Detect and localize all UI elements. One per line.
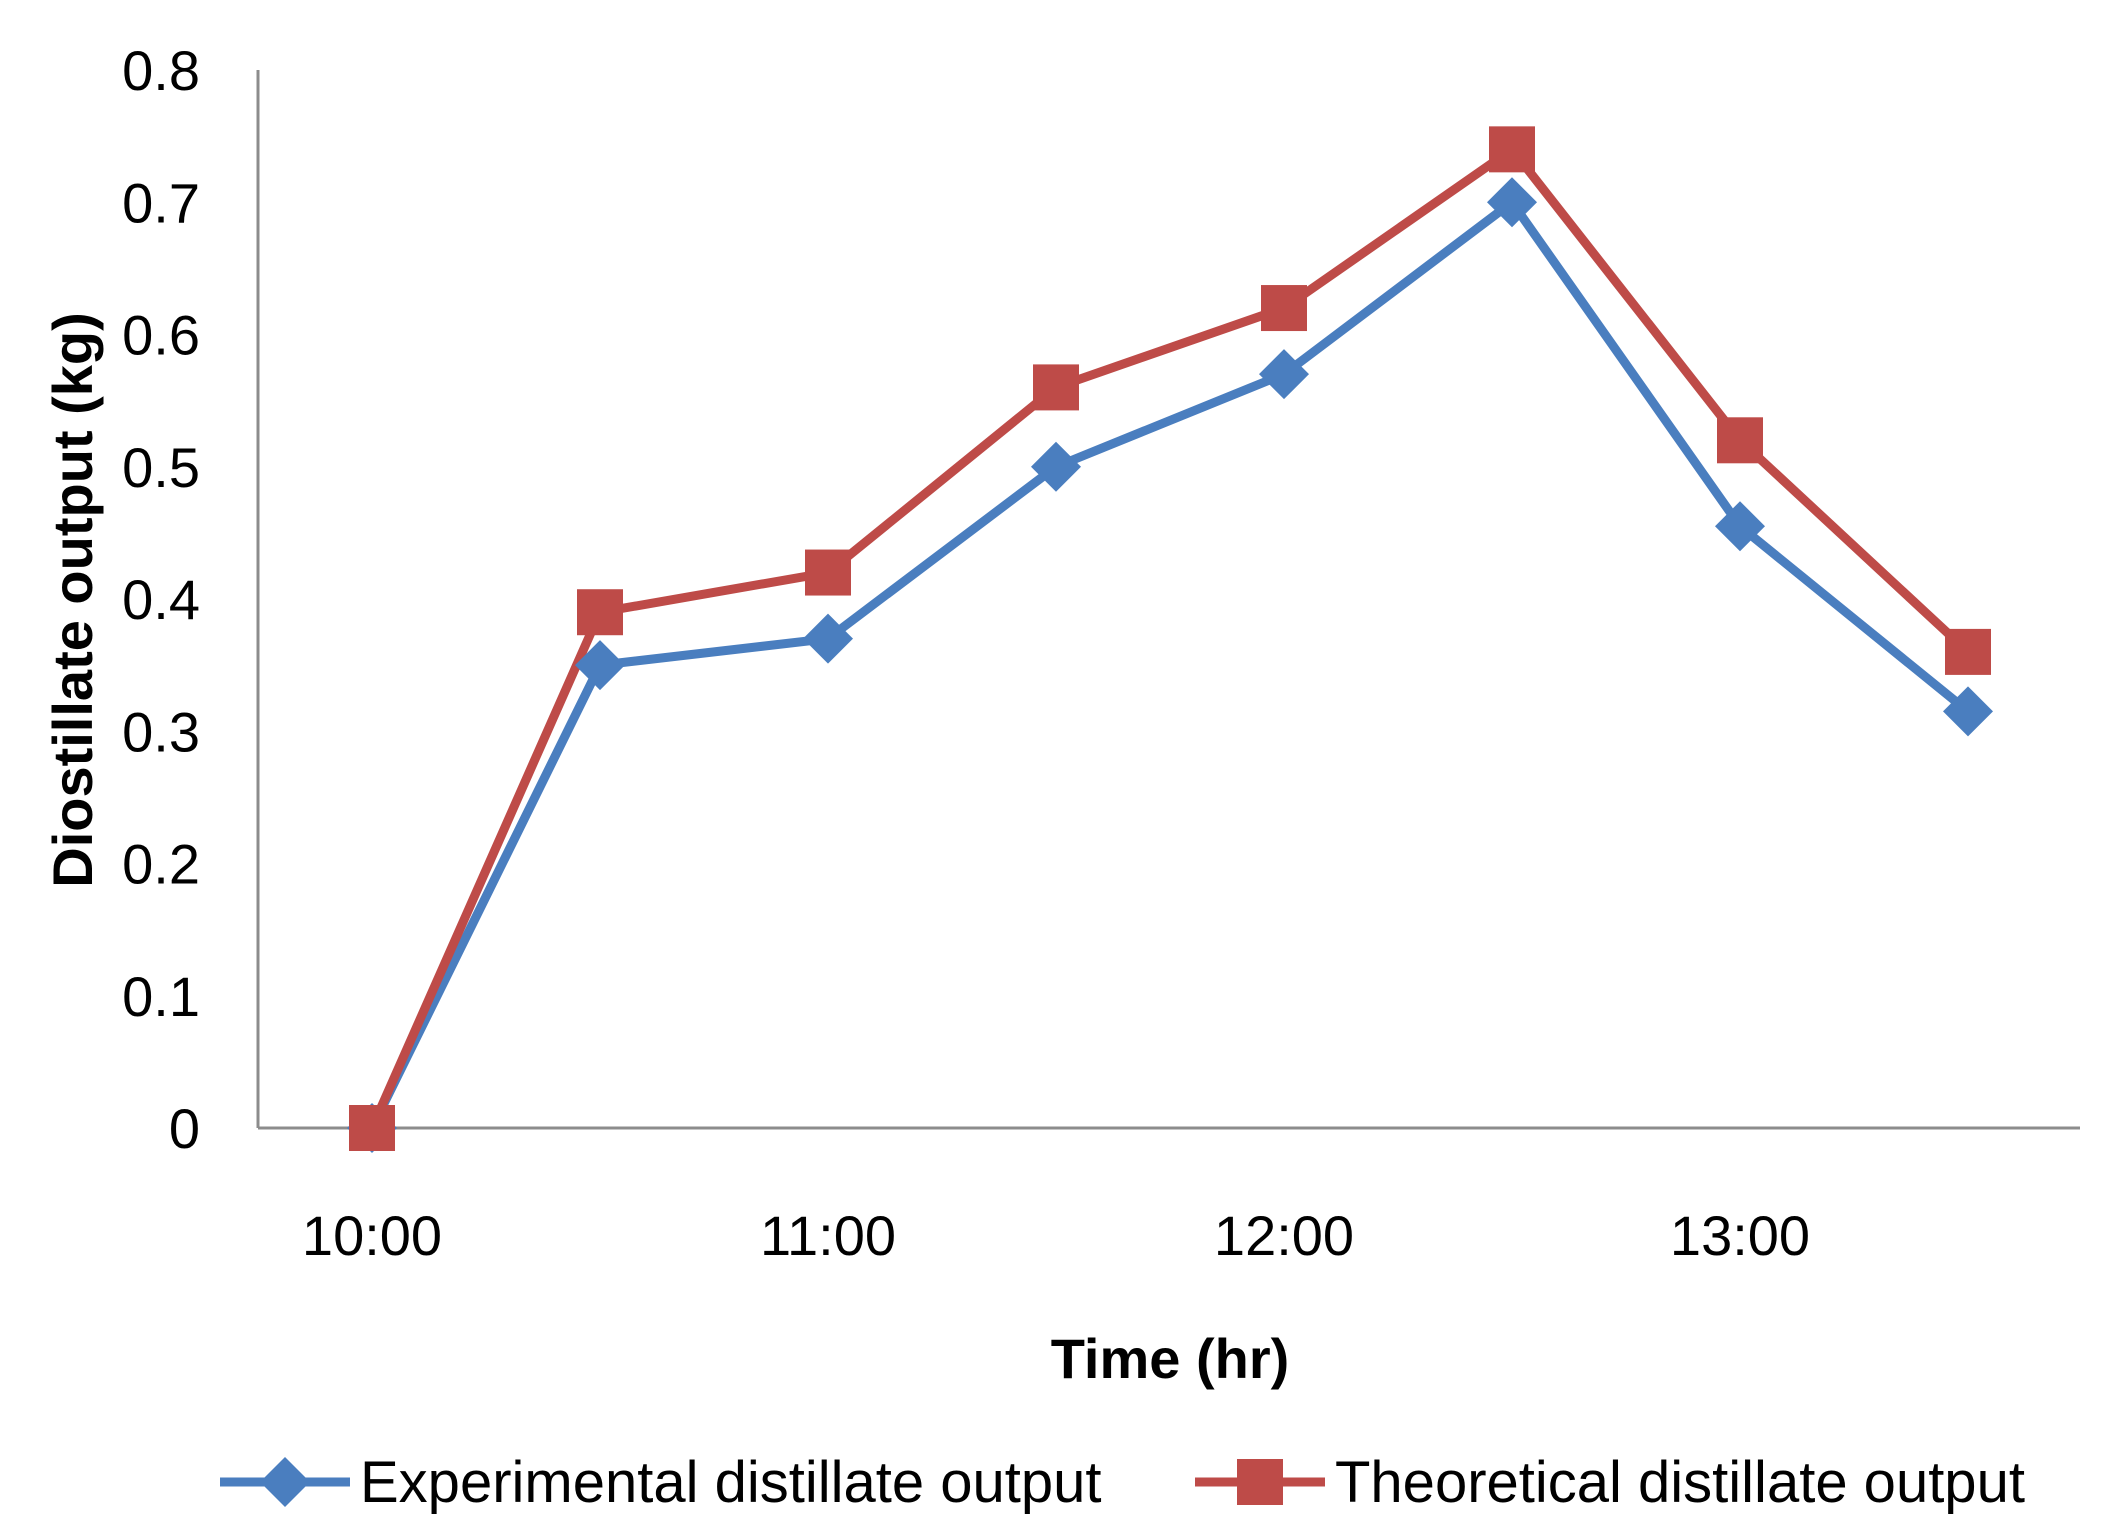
x-axis-title: Time (hr) — [1051, 1327, 1290, 1390]
chart-axes — [256, 70, 2080, 1130]
data-point-0-7 — [1943, 686, 1993, 737]
y-tick-label: 0.6 — [122, 304, 200, 367]
y-tick-label: 0.8 — [122, 39, 200, 102]
legend-marker-1 — [1237, 1459, 1283, 1505]
data-point-0-3 — [1031, 441, 1081, 492]
data-point-0-2 — [803, 613, 853, 664]
series-lines — [367, 144, 1973, 1133]
data-point-1-4 — [1261, 285, 1307, 332]
data-point-1-5 — [1489, 126, 1535, 173]
y-tick-label: 0.4 — [122, 568, 200, 631]
x-tick-label: 13:00 — [1670, 1204, 1810, 1267]
y-tick-label: 0.2 — [122, 833, 200, 896]
data-point-1-6 — [1717, 417, 1763, 464]
data-point-0-6 — [1715, 501, 1765, 552]
series-markers — [347, 126, 1993, 1153]
data-point-1-1 — [577, 589, 623, 636]
legend-label-1: Theoretical distillate output — [1335, 1450, 2025, 1515]
data-point-0-4 — [1259, 349, 1309, 400]
y-tick-label: 0.3 — [122, 700, 200, 763]
series-line-1 — [367, 144, 1973, 1133]
y-tick-label: 0.1 — [122, 965, 200, 1028]
data-point-0-5 — [1487, 177, 1537, 228]
legend-marker-0 — [260, 1457, 310, 1507]
data-point-1-7 — [1945, 628, 1991, 675]
x-tick-labels: 10:00 11:00 12:00 13:00 — [302, 1204, 1810, 1267]
x-tick-label: 10:00 — [302, 1204, 442, 1267]
series-line-0 — [367, 197, 1973, 1133]
y-tick-label: 0 — [169, 1097, 200, 1160]
y-tick-label: 0.5 — [122, 436, 200, 499]
data-point-1-2 — [805, 549, 851, 596]
y-axis-title: Diostillate output (kg) — [41, 312, 104, 888]
y-tick-label: 0.7 — [122, 171, 200, 234]
x-tick-label: 12:00 — [1214, 1204, 1354, 1267]
data-point-0-1 — [575, 640, 625, 691]
y-tick-labels: 0 0.1 0.2 0.3 0.4 0.5 0.6 0.7 0.8 — [122, 39, 200, 1160]
legend-label-0: Experimental distillate output — [360, 1450, 1102, 1515]
data-point-1-3 — [1033, 364, 1079, 411]
chart-legend: Experimental distillate output Theoretica… — [220, 1450, 2025, 1515]
x-tick-label: 11:00 — [760, 1204, 896, 1267]
data-point-1-0 — [349, 1105, 395, 1151]
